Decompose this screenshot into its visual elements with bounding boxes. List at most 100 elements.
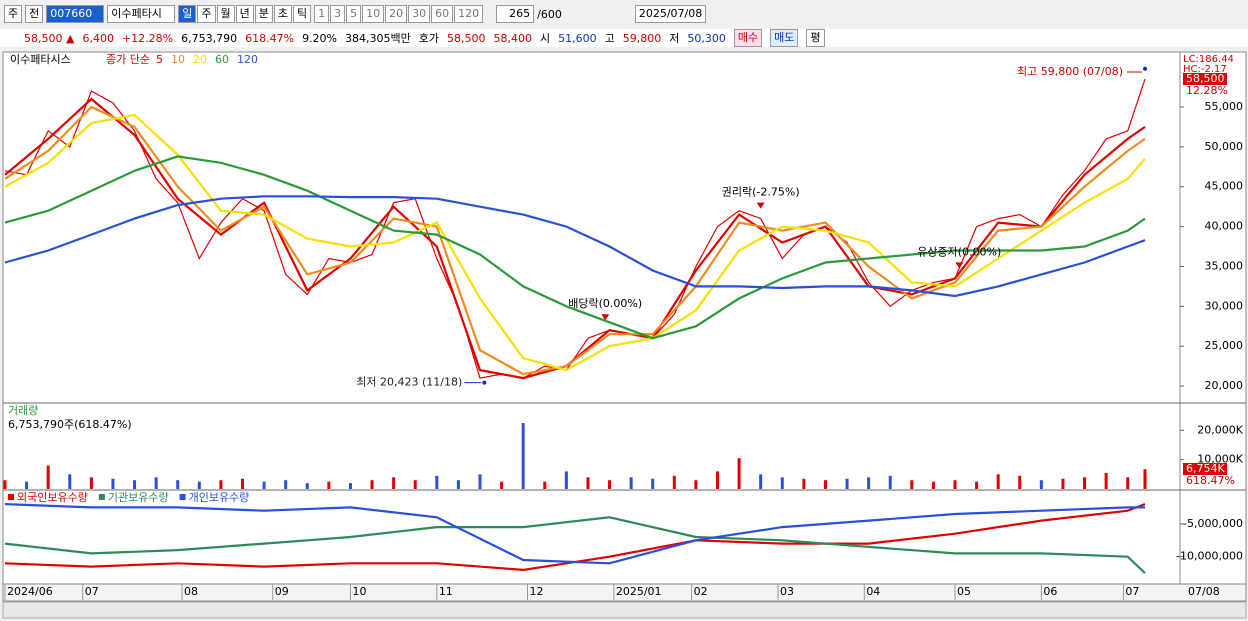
y-tick-label: 30,000 xyxy=(1205,299,1244,312)
stock-name: 이수페타시 xyxy=(107,5,176,23)
volume-bar xyxy=(154,477,158,489)
period-button[interactable]: 틱 xyxy=(293,5,312,23)
y-tick-label: 35,000 xyxy=(1205,259,1244,272)
volume-bar xyxy=(197,481,201,489)
period-button[interactable]: 주 xyxy=(197,5,216,23)
volume-ratio: 618.47% xyxy=(245,31,295,45)
series-line xyxy=(4,503,1146,572)
period-button[interactable]: 60 xyxy=(431,5,454,23)
volume-bar xyxy=(823,480,827,489)
change-pct: +12.28% xyxy=(121,31,174,45)
sell-button[interactable]: 매도 xyxy=(770,29,799,47)
legend-item: 외국인보유수량 xyxy=(17,491,88,504)
legend-item: 기관보유수량 xyxy=(108,491,169,504)
scrollbar[interactable] xyxy=(2,601,1247,619)
avg-button[interactable]: 평 xyxy=(806,29,825,47)
event-arrow xyxy=(955,262,964,269)
y-tick-label: -10,000,000 xyxy=(1176,550,1243,563)
volume-bar xyxy=(802,478,806,489)
lc-label: LC:186.44 xyxy=(1183,54,1234,65)
plot-area xyxy=(2,51,1181,585)
x-axis-area xyxy=(2,583,1247,602)
count-max: /600 xyxy=(537,7,562,21)
volume-bar xyxy=(564,471,568,489)
volume-bar xyxy=(996,474,1000,489)
volume-bar xyxy=(176,480,180,489)
volume-bar xyxy=(219,480,223,489)
x-tick-label: 2024/06 xyxy=(7,585,53,598)
last-badge xyxy=(1183,463,1227,475)
x-tick-label: 06 xyxy=(1043,585,1057,598)
volume-subtitle: 6,753,790주(618.47%) xyxy=(8,418,132,431)
prev[interactable]: 전 xyxy=(25,5,44,23)
volume-bar xyxy=(759,474,763,489)
volume-bar xyxy=(1083,477,1087,489)
code[interactable]: 007660 xyxy=(46,5,105,23)
date[interactable]: 2025/07/08 xyxy=(634,5,707,23)
legend-item: 5 xyxy=(156,53,163,66)
volume-bar xyxy=(133,480,137,489)
quote-bar: 58,500 ▲ 6,400 +12.28% 6,753,790 618.47%… xyxy=(0,29,1248,47)
legend-prefix: 종가 단순 xyxy=(106,53,150,66)
volume-bar xyxy=(867,477,871,489)
event-arrow xyxy=(756,202,765,209)
x-tick-label: 04 xyxy=(866,585,880,598)
low-label: 저 xyxy=(669,32,680,45)
count[interactable]: 265 xyxy=(496,5,535,23)
price-title: 이수페타시스 xyxy=(10,53,71,66)
y-axis-area xyxy=(1179,51,1247,585)
volume-bar xyxy=(305,483,309,489)
volume: 6,753,790 xyxy=(181,31,238,45)
period-button[interactable]: 30 xyxy=(408,5,431,23)
high: 59,800 xyxy=(622,31,662,45)
last-price: 58,500 xyxy=(1186,72,1225,85)
open-label: 시 xyxy=(540,32,551,45)
legend-item: 20 xyxy=(193,53,207,66)
legend-item: 60 xyxy=(215,53,229,66)
volume-bar xyxy=(521,423,525,489)
period-button[interactable]: 1 xyxy=(314,5,330,23)
period-button[interactable]: 월 xyxy=(216,5,235,23)
annotation-point xyxy=(1143,66,1147,71)
period-button[interactable]: 3 xyxy=(330,5,346,23)
volume-bar xyxy=(716,471,719,489)
volume-bar xyxy=(543,481,547,489)
volume-bar xyxy=(68,474,72,489)
legend-item: 10 xyxy=(171,53,185,66)
x-tick-label: 03 xyxy=(780,585,794,598)
period-button[interactable]: 일 xyxy=(178,5,197,23)
period-button[interactable]: 년 xyxy=(235,5,254,23)
y-tick-label: 40,000 xyxy=(1205,220,1244,233)
period-button[interactable]: 초 xyxy=(273,5,292,23)
ask: 58,500 xyxy=(447,31,486,45)
period-button[interactable]: 10 xyxy=(362,5,385,23)
market[interactable]: 주 xyxy=(4,5,23,23)
volume-bar xyxy=(888,475,892,489)
buy-button[interactable]: 매수 xyxy=(733,29,763,47)
period-button[interactable]: 분 xyxy=(254,5,273,23)
last-badge xyxy=(1183,73,1227,85)
volume-bar xyxy=(975,481,979,489)
period-button[interactable]: 20 xyxy=(385,5,408,23)
ask-bid-label: 호가 xyxy=(418,32,439,45)
series-line xyxy=(4,155,1146,340)
volume-bar xyxy=(111,478,115,489)
series-line xyxy=(4,516,1146,574)
chart: 이수페타시스 종가 단순 LC:186.44 HC:-2.17 58,500 1… xyxy=(2,51,1247,619)
volume-bar xyxy=(931,481,935,489)
last-volume: 6,754K xyxy=(1186,462,1225,475)
volume-bar xyxy=(456,480,460,489)
volume-bar xyxy=(3,480,7,489)
y-tick-label: 50,000 xyxy=(1205,140,1244,153)
volume-bar xyxy=(89,477,93,489)
volume-bar xyxy=(845,478,849,489)
period-button[interactable]: 120 xyxy=(454,5,484,23)
last-pct: 12.28% xyxy=(1186,84,1228,97)
x-tick-label: 07 xyxy=(85,585,99,598)
current-date: 07/08 xyxy=(1188,585,1220,598)
x-tick-label: 08 xyxy=(184,585,198,598)
volume-bar xyxy=(586,477,590,489)
period-button[interactable]: 5 xyxy=(346,5,362,23)
y-tick-label: 45,000 xyxy=(1205,180,1244,193)
